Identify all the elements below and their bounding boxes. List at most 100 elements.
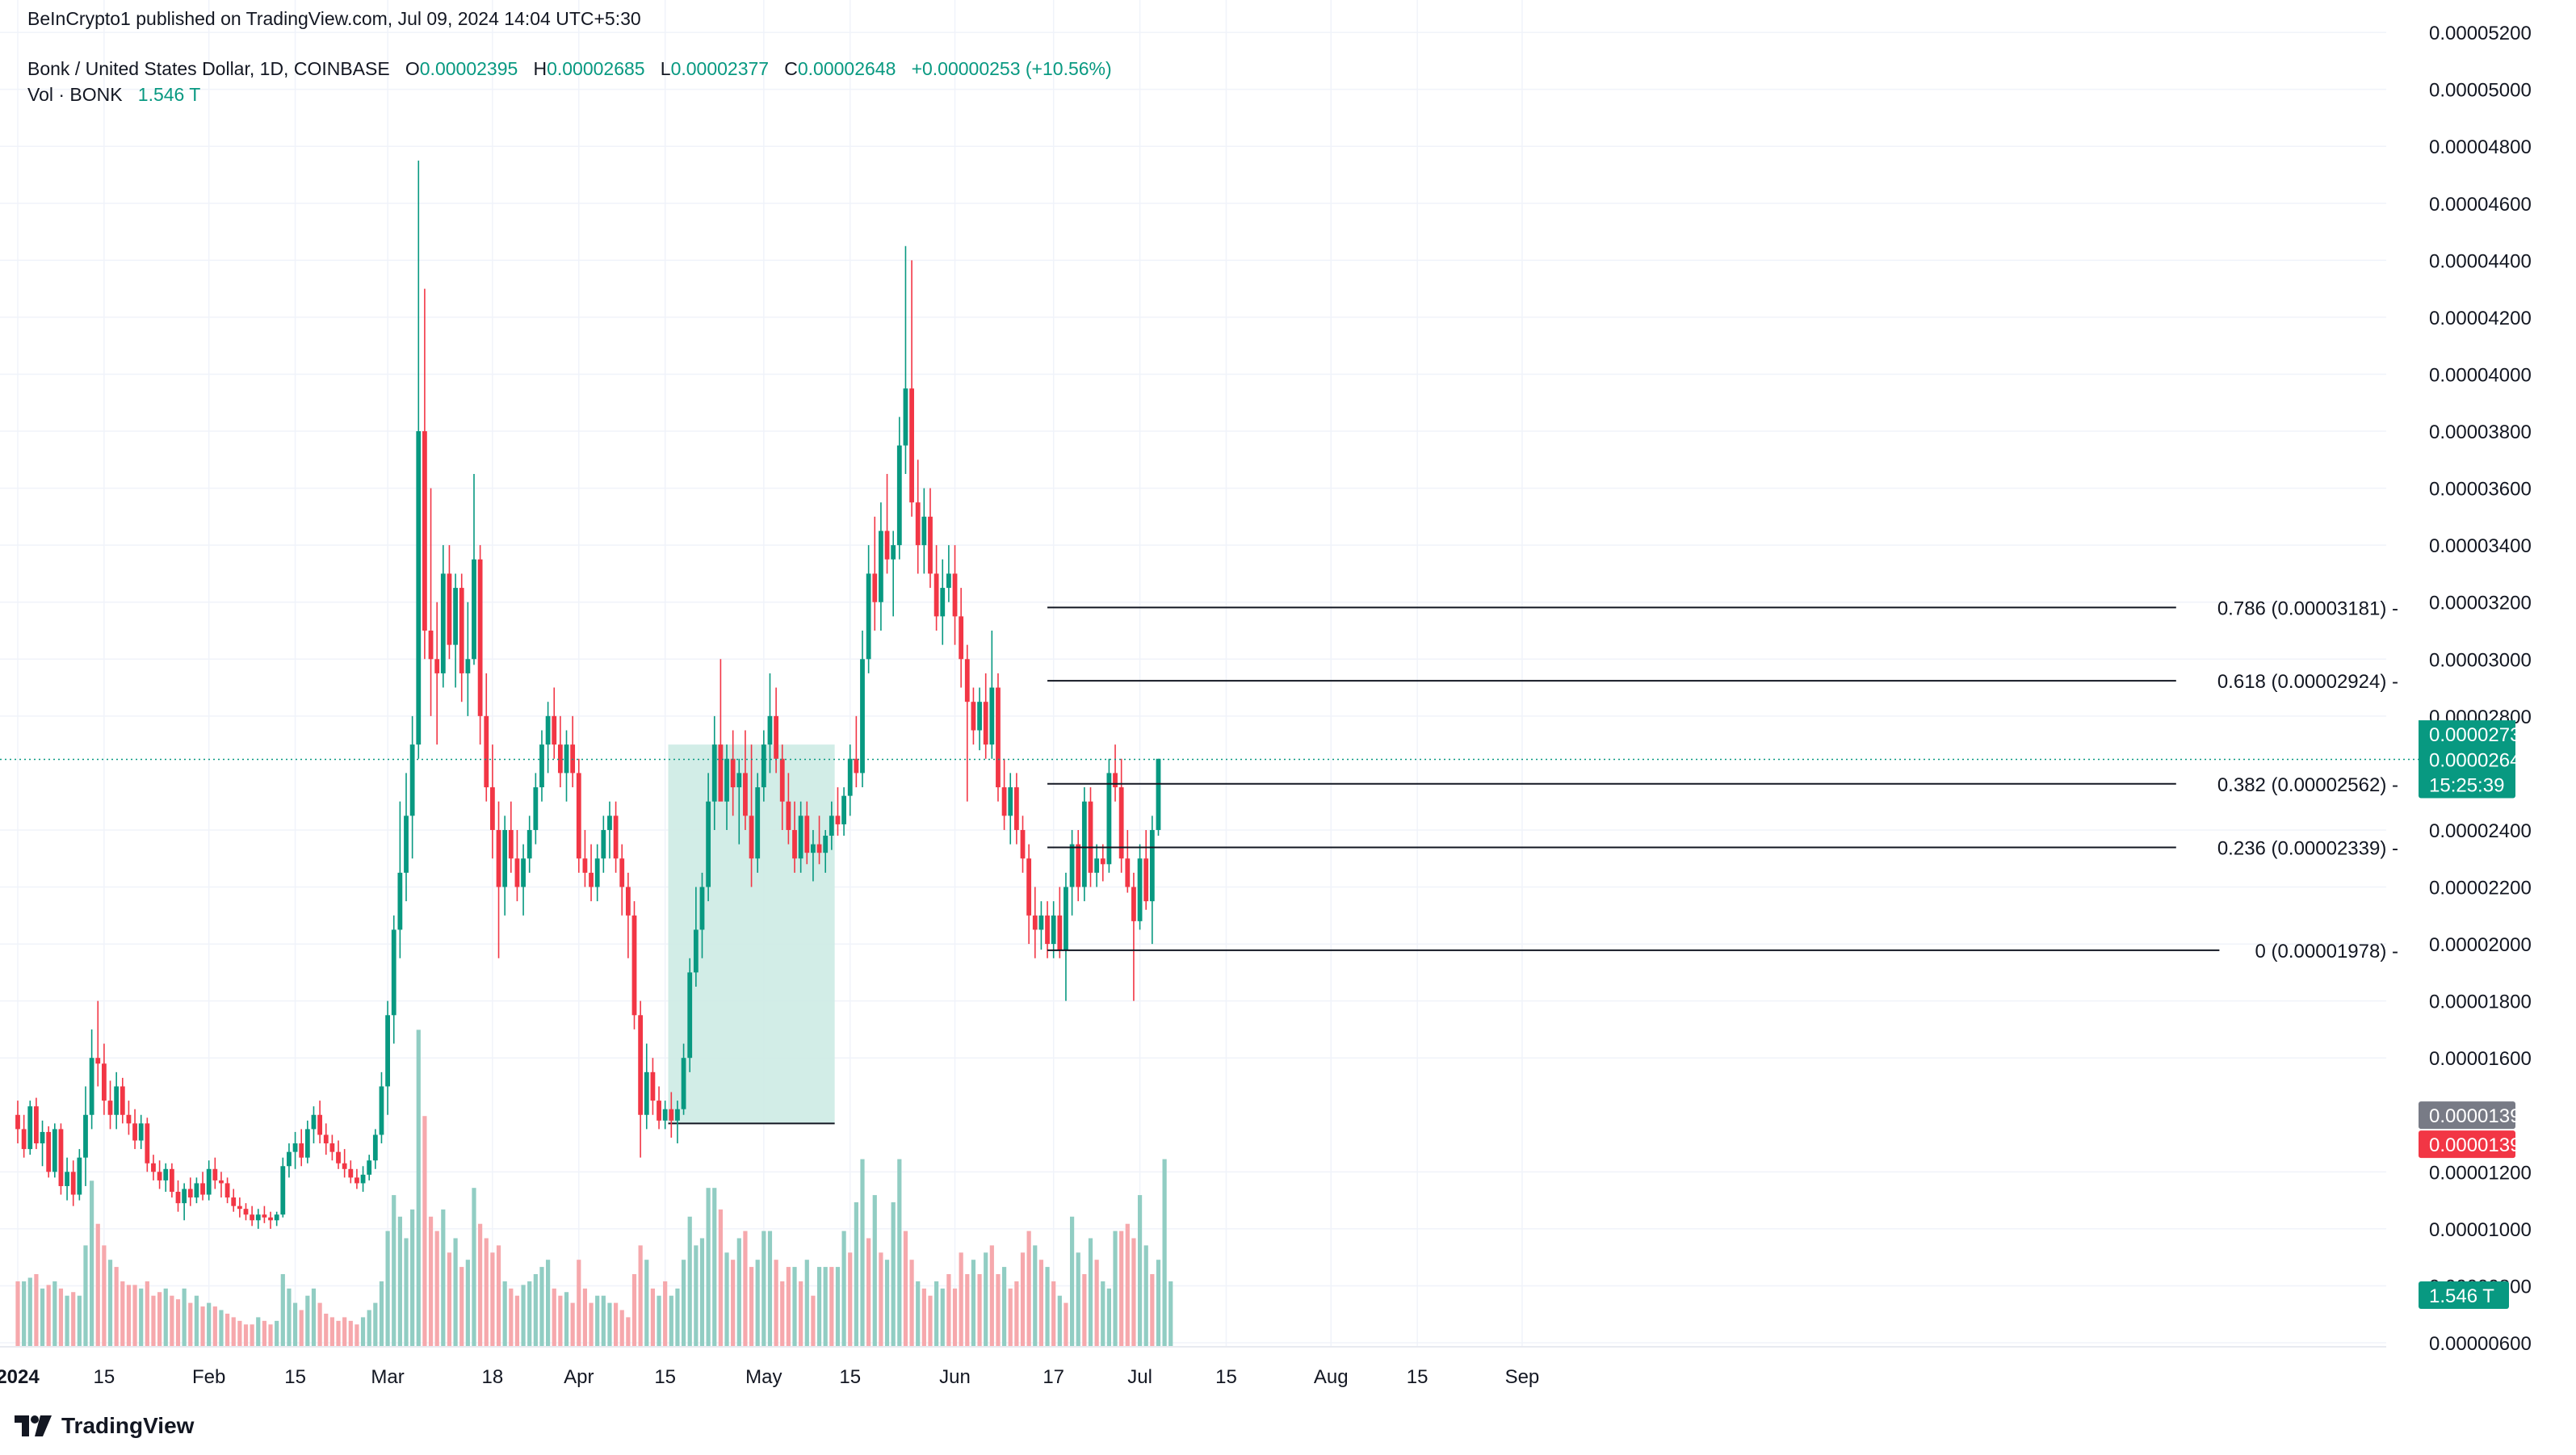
candle-body xyxy=(83,1114,88,1158)
candle-body xyxy=(823,836,829,853)
candle-body xyxy=(237,1206,242,1210)
brand-name: TradingView xyxy=(61,1413,195,1438)
y-tick-label: 0.00002400 xyxy=(2429,820,2532,842)
volume-bar xyxy=(434,1231,439,1346)
candle-body xyxy=(472,559,476,660)
low-label: L xyxy=(660,58,671,79)
fib-level-label: 0.786 (0.00003181) - xyxy=(2217,598,2398,619)
x-tick-label: 2024 xyxy=(0,1366,40,1388)
candle-body xyxy=(323,1134,329,1144)
volume-legend[interactable]: Vol · BONK 1.546 T xyxy=(27,84,200,106)
candle-body xyxy=(841,795,846,824)
volume-bar xyxy=(478,1223,483,1346)
volume-bar xyxy=(761,1231,766,1346)
volume-bar xyxy=(465,1260,470,1346)
x-tick-label: Sep xyxy=(1505,1366,1540,1388)
fib-level-label: 0 (0.00001978) - xyxy=(2255,941,2398,962)
candle-body xyxy=(126,1114,132,1124)
x-tick-label: Jun xyxy=(939,1366,971,1388)
price-tag-text: 0.00002648 xyxy=(2429,749,2532,771)
candle-body xyxy=(311,1114,317,1130)
candle-body xyxy=(453,588,458,645)
close-value: 0.00002648 xyxy=(797,58,896,79)
price-axis[interactable]: 0.000006000.000008000.000010000.00001200… xyxy=(2429,23,2532,1355)
volume-bar xyxy=(792,1267,797,1346)
y-tick-label: 0.00003400 xyxy=(2429,535,2532,557)
candle-body xyxy=(132,1123,137,1141)
y-tick-label: 0.00005200 xyxy=(2429,23,2532,44)
volume-bar xyxy=(22,1281,27,1346)
volume-bar xyxy=(558,1295,563,1346)
y-tick-label: 0.00004600 xyxy=(2429,194,2532,216)
symbol-legend[interactable]: Bonk / United States Dollar, 1D, COINBAS… xyxy=(27,58,1112,80)
volume-bar xyxy=(1125,1223,1130,1346)
x-tick-label: 15 xyxy=(94,1366,115,1388)
volume-value: 1.546 T xyxy=(137,84,201,105)
volume-bar xyxy=(416,1029,421,1346)
candle-body xyxy=(317,1114,323,1135)
x-tick-label: 15 xyxy=(284,1366,306,1388)
tradingview-logo[interactable]: TradingView xyxy=(15,1413,194,1439)
candle-body xyxy=(884,530,890,560)
volume-bar xyxy=(971,1260,976,1346)
y-tick-label: 0.00000600 xyxy=(2429,1333,2532,1355)
volume-bar xyxy=(1131,1238,1136,1346)
volume-bar xyxy=(397,1216,402,1346)
volume-bar xyxy=(65,1295,69,1346)
volume-bar xyxy=(46,1285,51,1346)
candle-body xyxy=(1064,887,1068,950)
volume-bar xyxy=(311,1288,317,1346)
candle-body xyxy=(508,829,514,859)
volume-bar xyxy=(644,1260,649,1346)
volume-bar xyxy=(200,1306,205,1346)
candle-body xyxy=(1106,773,1112,865)
candle-body xyxy=(552,715,557,745)
volume-bar xyxy=(392,1195,396,1346)
y-tick-label: 0.00002200 xyxy=(2429,878,2532,899)
candle-body xyxy=(397,872,403,930)
fibonacci-levels[interactable]: 0.786 (0.00003181) - 0.618 (0.00002924) -… xyxy=(1047,598,2398,962)
volume-bar xyxy=(139,1288,144,1346)
candle-body xyxy=(255,1214,261,1221)
candle-body xyxy=(928,516,933,574)
volume-bar xyxy=(687,1216,692,1346)
price-tag-box xyxy=(2419,720,2515,748)
volume-bars xyxy=(15,1029,1173,1346)
candle-body xyxy=(989,687,995,745)
volume-bar xyxy=(514,1295,520,1346)
volume-bar xyxy=(989,1245,994,1346)
y-tick-label: 0.00003600 xyxy=(2429,479,2532,501)
x-tick-label: Feb xyxy=(192,1366,225,1388)
volume-bar xyxy=(589,1302,594,1346)
candle-body xyxy=(95,1058,101,1064)
price-tag-box xyxy=(2419,770,2515,799)
volume-bar xyxy=(706,1188,711,1346)
volume-bar xyxy=(182,1288,187,1346)
candle-body xyxy=(1094,858,1100,873)
volume-bar xyxy=(965,1274,970,1346)
candle-body xyxy=(120,1086,125,1115)
volume-bar xyxy=(884,1260,890,1346)
volume-bar xyxy=(15,1281,20,1346)
volume-bar xyxy=(984,1252,988,1346)
tradingview-logo-icon xyxy=(15,1415,52,1436)
candle-body xyxy=(675,1109,680,1121)
candle-body xyxy=(829,816,834,837)
candle-body xyxy=(521,858,526,887)
volume-bar xyxy=(1156,1260,1161,1346)
volume-bar xyxy=(275,1320,279,1346)
candle-body xyxy=(27,1106,33,1150)
candle-body xyxy=(243,1209,249,1215)
candle-body xyxy=(589,872,594,887)
candle-body xyxy=(459,588,464,673)
x-tick-label: 15 xyxy=(839,1366,861,1388)
volume-bar xyxy=(342,1317,347,1346)
volume-bar xyxy=(1045,1267,1050,1346)
candle-body xyxy=(422,431,427,631)
volume-bar xyxy=(379,1281,384,1346)
candle-body xyxy=(539,744,544,788)
candle-body xyxy=(767,715,773,745)
candle-body xyxy=(1051,915,1056,945)
volume-bar xyxy=(699,1238,705,1346)
time-axis[interactable]: 2024 15 Feb 15 Mar 18 Apr 15 May 15 Jun 17 Jul 15 Aug 1… xyxy=(0,1366,1539,1388)
